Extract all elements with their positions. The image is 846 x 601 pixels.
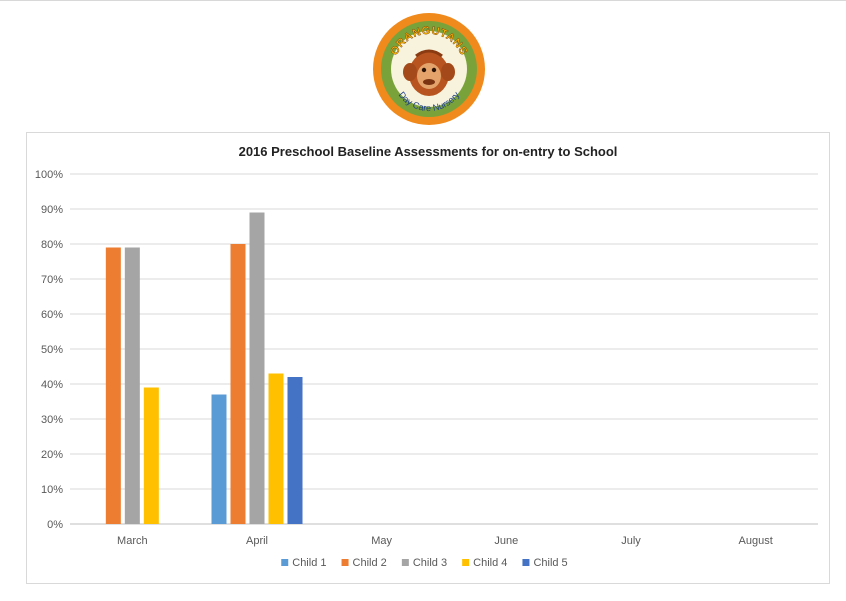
bars-layer	[105, 212, 303, 524]
legend-swatch	[401, 559, 409, 566]
bar	[124, 247, 140, 524]
y-tick-label: 20%	[41, 449, 63, 461]
bar	[287, 377, 303, 524]
legend-swatch	[281, 559, 289, 566]
legend-swatch	[462, 559, 470, 566]
y-tick-label: 50%	[41, 344, 63, 356]
bar-chart: 2016 Preschool Baseline Assessments for …	[35, 144, 818, 569]
x-tick-label: July	[621, 535, 641, 547]
legend-label: Child 2	[353, 557, 387, 569]
orangutan-face-icon	[403, 49, 455, 96]
y-tick-label: 60%	[41, 309, 63, 321]
bar	[105, 247, 121, 524]
orangutans-logo: ORANGUTANS Day Care Nursery	[373, 13, 485, 125]
y-axis-ticks: 0% 10% 20% 30% 40% 50% 60% 70% 80% 90% 100%	[35, 169, 63, 531]
legend-label: Child 5	[533, 557, 567, 569]
y-tick-label: 100%	[35, 169, 63, 181]
y-tick-label: 80%	[41, 239, 63, 251]
y-tick-label: 30%	[41, 414, 63, 426]
chart-title: 2016 Preschool Baseline Assessments for …	[239, 144, 618, 159]
legend-swatch	[522, 559, 530, 566]
x-tick-label: August	[739, 535, 773, 547]
legend-label: Child 4	[473, 557, 507, 569]
bar	[143, 387, 159, 524]
x-axis-ticks: March April May June July August	[117, 535, 773, 547]
y-tick-label: 10%	[41, 484, 63, 496]
y-tick-label: 0%	[47, 519, 63, 531]
chart-frame: 2016 Preschool Baseline Assessments for …	[26, 132, 830, 584]
bar	[211, 394, 227, 524]
legend: Child 1 Child 2 Child 3 Child 4 Child 5	[281, 557, 568, 569]
y-tick-label: 40%	[41, 379, 63, 391]
x-tick-label: June	[494, 535, 518, 547]
bar	[230, 244, 246, 524]
legend-swatch	[341, 559, 349, 566]
y-tick-label: 70%	[41, 274, 63, 286]
legend-label: Child 1	[292, 557, 326, 569]
x-tick-label: May	[371, 535, 392, 547]
x-tick-label: March	[117, 535, 148, 547]
bar	[249, 212, 265, 524]
top-divider	[0, 0, 846, 1]
grid-layer	[70, 173, 818, 525]
bar	[268, 373, 284, 524]
y-tick-label: 90%	[41, 204, 63, 216]
legend-label: Child 3	[413, 557, 447, 569]
x-tick-label: April	[246, 535, 268, 547]
